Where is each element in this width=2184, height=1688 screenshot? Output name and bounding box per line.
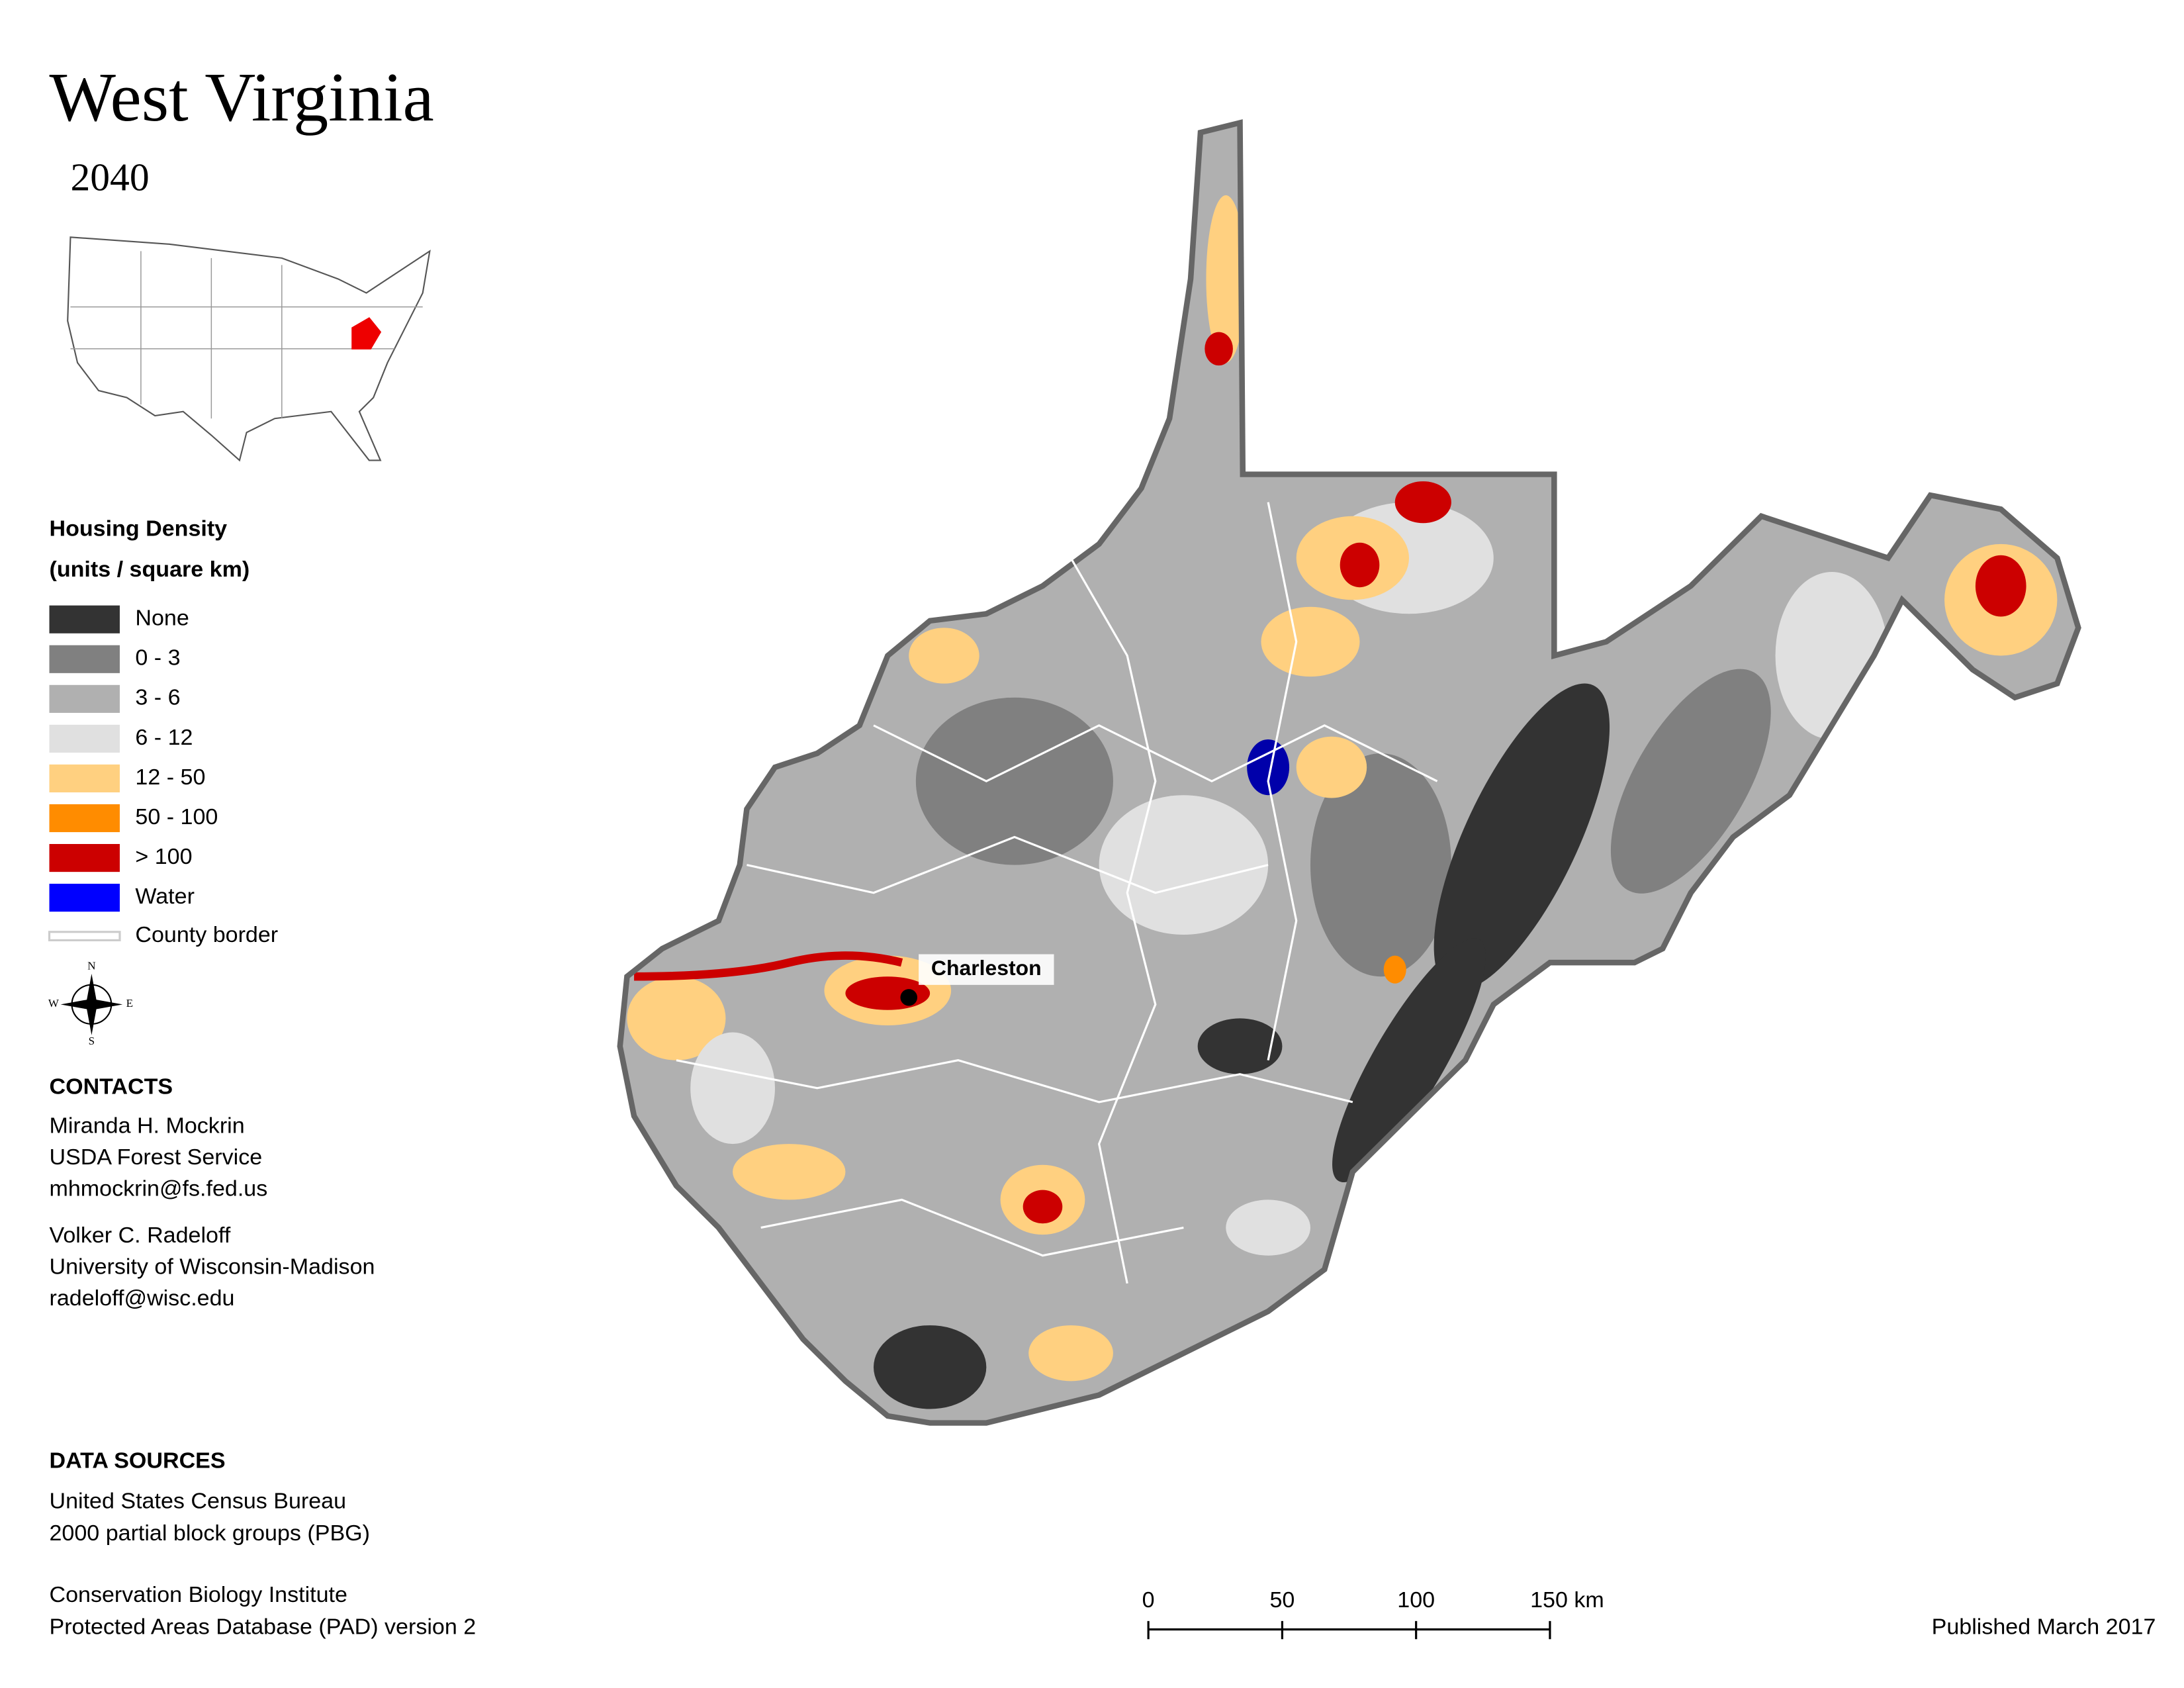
legend-label: 50 - 100 bbox=[135, 804, 218, 829]
legend-title: Housing Density bbox=[50, 516, 228, 541]
contacts: Miranda H. Mockrin USDA Forest Service mhm… bbox=[50, 1113, 375, 1311]
sources-title: DATA SOURCES bbox=[50, 1448, 226, 1474]
legend-label: 12 - 50 bbox=[135, 765, 205, 790]
scale-bar: 0 50 100 150 km bbox=[1142, 1587, 1604, 1640]
legend-swatch bbox=[49, 884, 120, 912]
source-line: Protected Areas Database (PAD) version 2 bbox=[50, 1614, 477, 1639]
map-subtitle: 2040 bbox=[70, 156, 149, 199]
source-line: Conservation Biology Institute bbox=[50, 1582, 347, 1607]
legend-swatch bbox=[49, 844, 120, 872]
inset-map bbox=[67, 236, 431, 462]
state-map: Charleston bbox=[620, 122, 2079, 1423]
legend-swatch bbox=[49, 764, 120, 793]
compass: N E S W bbox=[48, 959, 133, 1047]
published-note: Published March 2017 bbox=[1932, 1614, 2156, 1639]
legend-label: 6 - 12 bbox=[135, 725, 193, 750]
legend-label: 3 - 6 bbox=[135, 685, 180, 710]
legend-label: > 100 bbox=[135, 844, 192, 869]
contacts-title: CONTACTS bbox=[50, 1074, 173, 1100]
legend-swatch bbox=[49, 605, 120, 633]
contact-line: USDA Forest Service bbox=[50, 1145, 263, 1170]
contact-line: Miranda H. Mockrin bbox=[50, 1113, 245, 1139]
compass-s: S bbox=[89, 1035, 95, 1047]
city-label: Charleston bbox=[931, 956, 1042, 980]
legend-label: County border bbox=[135, 922, 278, 947]
legend-label: None bbox=[135, 606, 189, 631]
scale-label: 50 bbox=[1269, 1587, 1295, 1613]
legend-swatch bbox=[49, 645, 120, 673]
compass-e: E bbox=[126, 997, 133, 1009]
legend-swatch bbox=[49, 684, 120, 713]
contact-line: mhmockrin@fs.fed.us bbox=[50, 1176, 268, 1201]
source-line: United States Census Bureau bbox=[50, 1489, 347, 1514]
map-title: West Virginia bbox=[50, 59, 434, 136]
scale-label: 150 km bbox=[1530, 1587, 1604, 1613]
scale-label: 0 bbox=[1142, 1587, 1155, 1613]
contact-line: University of Wisconsin-Madison bbox=[50, 1254, 375, 1280]
compass-n: N bbox=[87, 959, 95, 972]
legend: None 0 - 3 3 - 6 6 - 12 12 - 50 50 - 100 > 100… bbox=[48, 605, 278, 947]
source-line: 2000 partial block groups (PBG) bbox=[50, 1521, 370, 1546]
legend-swatch bbox=[49, 724, 120, 753]
contact-line: Volker C. Radeloff bbox=[50, 1223, 231, 1248]
city-marker bbox=[900, 989, 917, 1006]
legend-swatch bbox=[49, 804, 120, 833]
sources: United States Census Bureau 2000 partial … bbox=[50, 1489, 477, 1639]
legend-label: Water bbox=[135, 884, 195, 909]
contact-line: radeloff@wisc.edu bbox=[50, 1286, 235, 1311]
compass-w: W bbox=[48, 997, 59, 1009]
scale-label: 100 bbox=[1397, 1587, 1435, 1613]
legend-subtitle: (units / square km) bbox=[50, 557, 250, 582]
legend-label: 0 - 3 bbox=[135, 645, 180, 671]
legend-border-swatch bbox=[48, 931, 121, 941]
